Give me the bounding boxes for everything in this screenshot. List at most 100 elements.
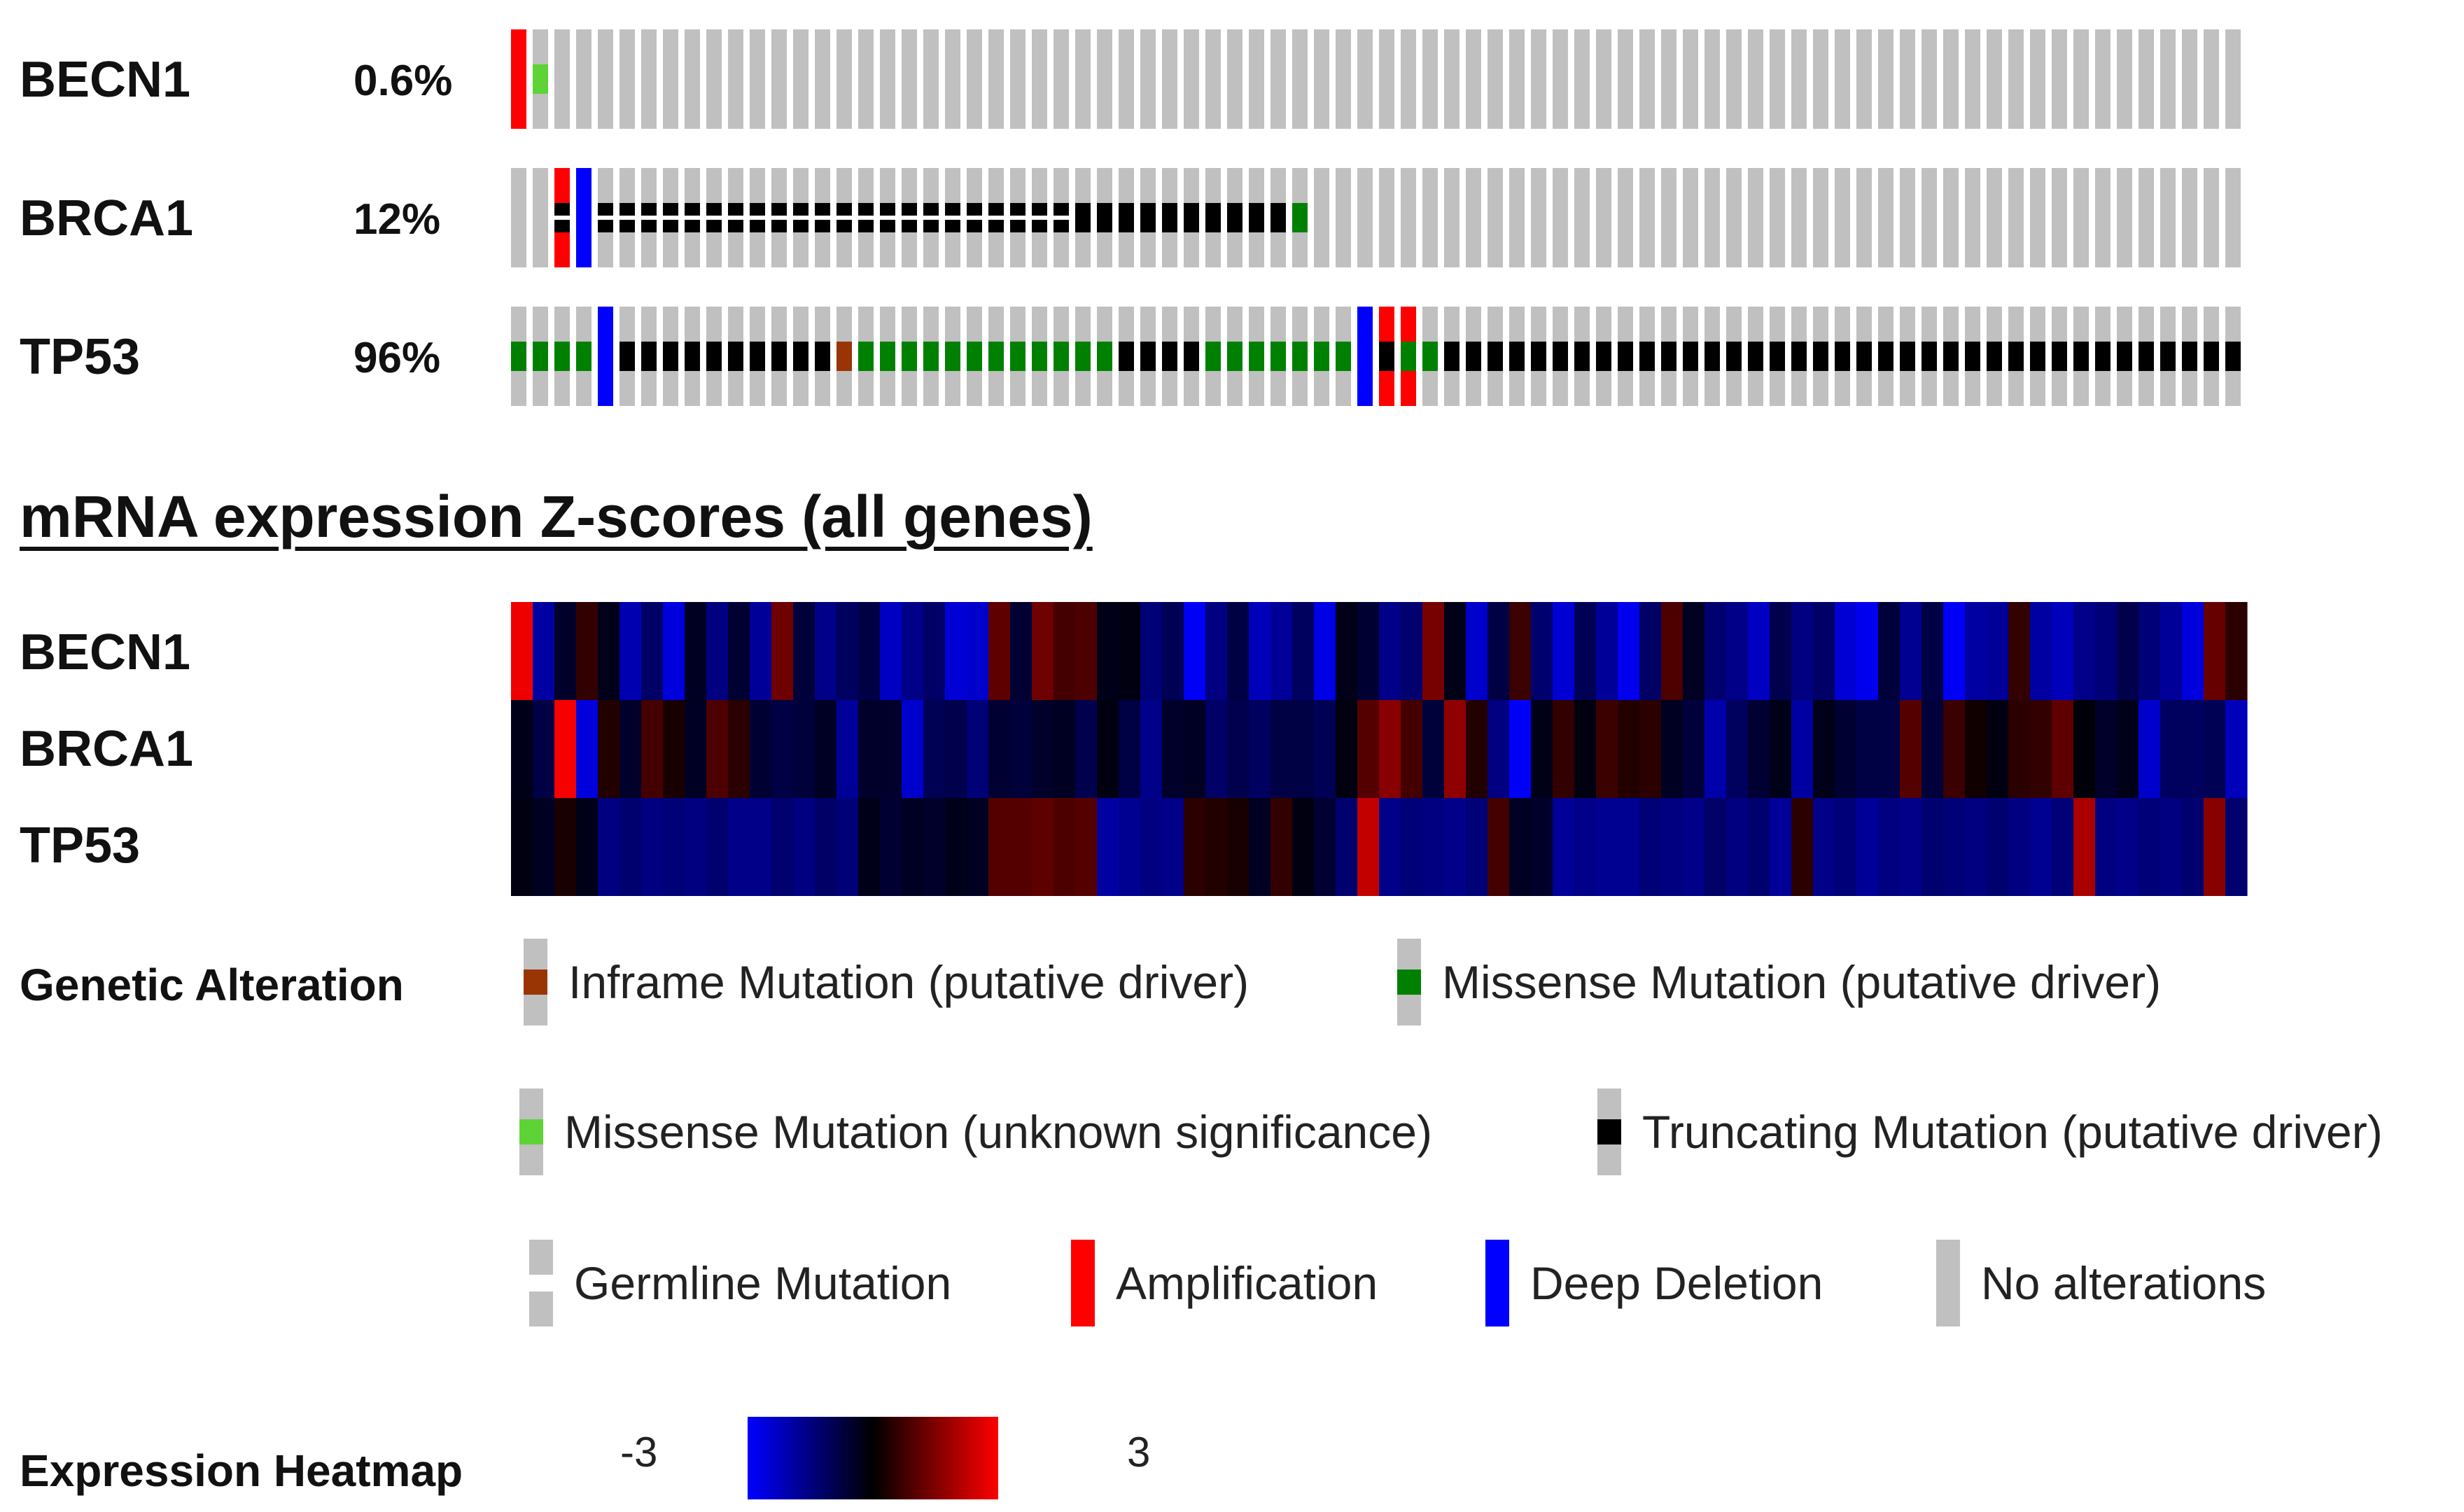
heatmap-cell-brca1-36: [1292, 700, 1315, 798]
heatmap-cell-tp53-29: [1140, 798, 1163, 896]
heatmap-cell-brca1-73: [2095, 700, 2118, 798]
heatmap-cell-brca1-35: [1270, 700, 1293, 798]
oncoprint-cell-becn1-32: [1205, 29, 1221, 129]
oncoprint-cell-tp53-41-missense: [1401, 342, 1416, 371]
oncoprint-cell-tp53-14-truncating: [815, 342, 830, 371]
legend-swatch-no-alterations: [1936, 1240, 1960, 1326]
oncoprint-cell-tp53-11-truncating: [750, 342, 765, 371]
oncoprint-cell-tp53-28-truncating: [1119, 342, 1134, 371]
oncoprint-cell-becn1-65: [1921, 29, 1937, 129]
heatmap-cell-tp53-3: [576, 798, 598, 896]
oncoprint-cell-brca1-77: [2182, 168, 2197, 267]
oncoprint-cell-becn1-76: [2160, 29, 2176, 129]
oncoprint-cell-becn1-78: [2204, 29, 2219, 129]
heatmap-cell-tp53-71: [2052, 798, 2074, 896]
oncoprint-cell-becn1-1-missense-unknown: [533, 64, 548, 94]
heatmap-cell-brca1-39: [1357, 700, 1380, 798]
heatmap-cell-becn1-18: [902, 602, 924, 700]
oncoprint-cell-becn1-53: [1661, 29, 1676, 129]
oncoprint-cell-tp53-60-truncating: [1813, 342, 1828, 371]
oncoprint-cell-brca1-57: [1748, 168, 1763, 267]
heatmap-cell-becn1-2: [554, 602, 577, 700]
oncoprint-cell-tp53-22-missense: [988, 342, 1004, 371]
heatmap-cell-becn1-3: [576, 602, 598, 700]
oncoprint-cell-brca1-36-missense: [1292, 203, 1308, 232]
heatmap-cell-tp53-56: [1726, 798, 1749, 896]
heatmap-cell-becn1-38: [1336, 602, 1358, 700]
heatmap-cell-brca1-64: [1900, 700, 1922, 798]
heatmap-cell-becn1-77: [2182, 602, 2204, 700]
heatmap-cell-brca1-71: [2052, 700, 2074, 798]
heatmap-cell-becn1-54: [1683, 602, 1705, 700]
heatmap-cell-brca1-61: [1835, 700, 1857, 798]
heatmap-cell-brca1-10: [728, 700, 750, 798]
legend-swatch-amplification: [1071, 1240, 1095, 1326]
heatmap-cell-tp53-18: [902, 798, 924, 896]
oncoprint-cell-brca1-63: [1878, 168, 1893, 267]
oncoprint-cell-tp53-54-truncating: [1683, 342, 1698, 371]
legend-genetic-alteration-label: Genetic Alteration: [20, 960, 404, 1010]
oncoprint-cell-tp53-13-truncating: [793, 342, 808, 371]
oncoprint-cell-becn1-43: [1444, 29, 1460, 129]
oncoprint-cell-tp53-19-missense: [923, 342, 939, 371]
heatmap-cell-tp53-10: [728, 798, 750, 896]
heatmap-cell-tp53-28: [1119, 798, 1141, 896]
heatmap-cell-tp53-62: [1856, 798, 1879, 896]
heatmap-cell-becn1-59: [1791, 602, 1814, 700]
heatmap-cell-becn1-21: [967, 602, 989, 700]
oncoprint-cell-becn1-47: [1531, 29, 1546, 129]
legend-item-inframe: Inframe Mutation (putative driver): [524, 937, 1249, 1028]
oncoprint-cell-becn1-79: [2225, 29, 2241, 129]
oncoprint-cell-brca1-31-truncating: [1184, 203, 1199, 232]
heatmap-cell-brca1-77: [2182, 700, 2204, 798]
oncoprint-cell-becn1-19: [923, 29, 939, 129]
heatmap-row-label-brca1: BRCA1: [20, 721, 194, 777]
oncoprint-cell-tp53-15-inframe: [836, 342, 852, 371]
oncoprint-cell-brca1-45: [1488, 168, 1503, 267]
oncoprint-cell-brca1-70: [2030, 168, 2045, 267]
heatmap-cell-tp53-38: [1336, 798, 1358, 896]
legend-item-no-alterations: No alterations: [1936, 1238, 2266, 1329]
heatmap-cell-becn1-55: [1704, 602, 1727, 700]
heatmap-cell-brca1-31: [1184, 700, 1206, 798]
oncoprint-cell-tp53-63-truncating: [1878, 342, 1893, 371]
oncoprint-cell-brca1-78: [2204, 168, 2219, 267]
oncoprint-cell-becn1-55: [1704, 29, 1720, 129]
heatmap-cell-brca1-7: [663, 700, 685, 798]
heatmap-cell-becn1-34: [1249, 602, 1271, 700]
heatmap-cell-tp53-52: [1639, 798, 1662, 896]
oncoprint-percent-brca1: 12%: [354, 195, 441, 244]
heatmap-cell-becn1-20: [945, 602, 967, 700]
oncoprint-cell-becn1-3: [576, 29, 592, 129]
heatmap-cell-becn1-74: [2117, 602, 2139, 700]
oncoprint-cell-becn1-58: [1770, 29, 1785, 129]
heatmap-cell-becn1-24: [1032, 602, 1054, 700]
heatmap-cell-becn1-31: [1184, 602, 1206, 700]
legend-item-missense-unknown: Missense Mutation (unknown significance): [519, 1086, 1432, 1177]
scale-max-label: 3: [1127, 1429, 1151, 1476]
heatmap-cell-becn1-48: [1553, 602, 1575, 700]
heatmap-cell-becn1-6: [641, 602, 664, 700]
legend-text-missense-driver: Missense Mutation (putative driver): [1442, 956, 2162, 1008]
heatmap-cell-tp53-78: [2204, 798, 2226, 896]
oncoprint-cell-brca1-69: [2008, 168, 2024, 267]
oncoprint-cell-tp53-47-truncating: [1531, 342, 1546, 371]
oncoprint-cell-becn1-62: [1856, 29, 1872, 129]
oncoprint-cell-becn1-35: [1270, 29, 1286, 129]
oncoprint-cell-tp53-33-missense: [1227, 342, 1242, 371]
heatmap-cell-brca1-22: [988, 700, 1011, 798]
oncoprint-cell-tp53-30-truncating: [1162, 342, 1177, 371]
heatmap-cell-becn1-51: [1618, 602, 1640, 700]
heatmap-cell-brca1-21: [967, 700, 989, 798]
oncoprint-cell-brca1-71: [2052, 168, 2067, 267]
heatmap-cell-brca1-13: [793, 700, 816, 798]
heatmap-cell-tp53-63: [1878, 798, 1900, 896]
oncoprint-cell-brca1-75: [2138, 168, 2154, 267]
oncoprint-cell-brca1-68: [1987, 168, 2002, 267]
oncoprint-cell-tp53-56-truncating: [1726, 342, 1742, 371]
heatmap-cell-brca1-19: [923, 700, 946, 798]
heatmap-cell-becn1-25: [1054, 602, 1076, 700]
heatmap-cell-becn1-47: [1531, 602, 1553, 700]
heatmap-cell-tp53-65: [1921, 798, 1944, 896]
heatmap-cell-brca1-2: [554, 700, 577, 798]
